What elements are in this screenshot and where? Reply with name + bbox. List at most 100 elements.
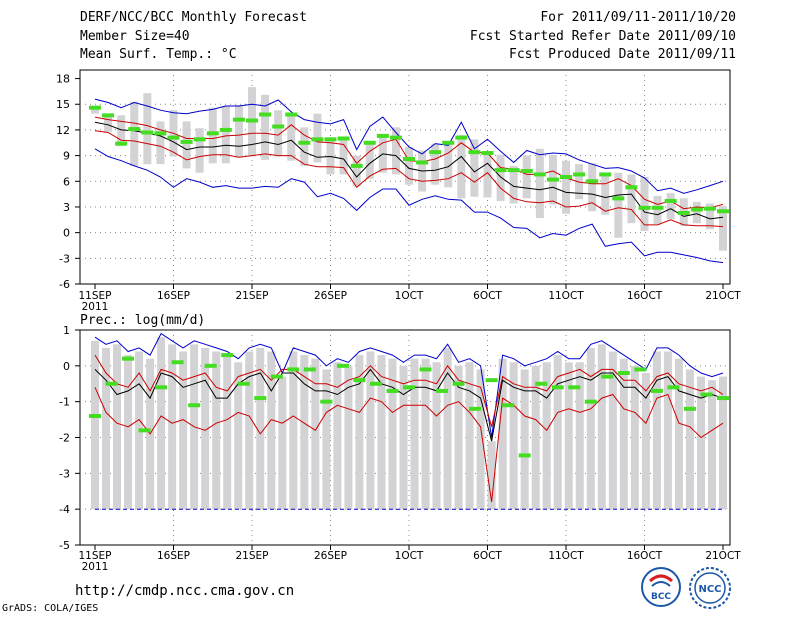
temp-observed-marker [180,139,193,144]
prec-spread-box [157,337,166,510]
prec-xtick-label: 26SEP [314,550,347,562]
member-size: Member Size=40 [80,29,190,44]
temp-xtick-label: 16OCT [627,290,663,302]
prec-spread-box [399,365,408,510]
temp-spread-box [705,203,714,230]
prec-spread-box [245,351,254,510]
prec-spread-box [663,351,672,510]
prec-spread-box [443,347,452,510]
prec-spread-box [267,351,276,510]
prec-observed-marker [683,406,696,411]
temp-spread-box [509,165,518,204]
temp-spread-box [365,141,374,179]
temp-observed-marker [416,160,429,165]
prec-spread-box [542,362,551,510]
temp-observed-marker [324,137,337,142]
temp-observed-marker [677,210,690,215]
temp-ytick-label: 15 [56,98,70,111]
bcc-logo-text: BCC [651,592,671,602]
prec-spread-box [707,380,716,510]
prec-spread-box [355,355,364,510]
prec-mean-line [94,368,724,442]
temp-year-label: 2011 [82,301,109,313]
prec-spread-box [377,355,386,510]
temp-spread-box [431,143,440,185]
temp-spread-box [457,135,466,199]
prec-observed-marker [403,385,415,390]
prec-observed-marker [469,406,482,411]
prec-xtick-label: 21OCT [705,550,741,562]
prec-spread-box [344,365,353,510]
prec-observed-marker [667,385,680,390]
prec-minus-sd-line [94,387,724,503]
temp-spread-box [483,153,492,198]
temp-observed-marker [259,112,272,117]
prec-observed-marker [155,385,168,390]
prec-observed-marker [287,367,300,372]
temp-spread-box [117,115,126,147]
prec-spread-box [179,351,188,510]
prec-ylabel: Prec.: log(mm/d) [80,313,205,328]
temp-spread-box [274,110,283,157]
prec-observed-marker [452,381,465,386]
temp-xtick-label: 21SEP [236,290,269,302]
prec-observed-marker [485,378,498,383]
temp-observed-marker [717,209,729,214]
prec-spread-box [608,351,617,510]
temp-xtick-label: 16SEP [157,290,190,302]
temp-observed-marker [625,185,638,190]
temp-spread-box [614,172,623,238]
temp-observed-marker [298,140,311,145]
prec-ytick-label: -4 [59,503,70,516]
forecast-produced-date: Fcst Produced Date 2011/09/11 [509,47,736,62]
temp-observed-marker [363,140,376,145]
temp-observed-marker [690,207,703,212]
prec-spread-box [630,365,639,510]
temp-frame [79,69,731,285]
prec-observed-marker [436,388,449,393]
temp-observed-marker [546,177,559,182]
prec-observed-marker [320,399,333,404]
prec-spread-box [531,365,540,510]
temp-spread-box [470,139,479,197]
prec-spread-box [212,351,221,510]
prec-panel: -5 -4 -3 -2 -1 0 1 11SEP 16SEP 21SEP 26SEP 1OCT 6OCT… [59,313,741,573]
prec-observed-marker [221,353,234,358]
prec-spread-box [91,340,99,510]
temp-observed-marker [193,137,206,142]
temp-spread-box [588,163,597,212]
prec-spread-box [652,351,661,510]
prec-max-line [94,332,724,438]
temp-spread-box [653,195,662,225]
prec-spread-box [498,358,507,510]
temp-observed-marker [468,150,481,155]
temp-observed-marker [481,151,494,156]
prec-observed-marker [89,414,101,418]
temp-ytick-label: 12 [56,124,70,137]
temp-observed-marker [311,137,324,142]
prec-spread-box [564,362,573,510]
footer-url[interactable]: http://cmdp.ncc.cma.gov.cn [75,583,295,599]
bcc-logo: BCC [641,567,681,607]
temp-spread-box [719,206,727,251]
temp-observed-marker [494,168,507,173]
prec-spread-box [520,369,529,510]
prec-spread-box [454,365,463,510]
prec-observed-marker [535,381,548,386]
temp-min-line [94,148,724,264]
temp-observed-marker [664,198,677,203]
prec-observed-marker [353,378,366,383]
prec-spread-box [322,369,331,510]
prec-xtick-label: 11OCT [548,550,584,562]
temp-spread-box [91,105,99,114]
prec-year-label: 2011 [82,561,109,573]
prec-observed-marker [584,399,597,404]
temp-spread-box [601,172,610,215]
ncc-logo-text: NCC [698,584,721,595]
temp-minus-sd-line [94,130,724,228]
prec-observed-marker [700,392,713,397]
temp-observed-marker [533,172,546,177]
prec-spread-box [333,362,342,510]
prec-spread-box [586,347,595,510]
temp-xtick-label: 21OCT [705,290,741,302]
